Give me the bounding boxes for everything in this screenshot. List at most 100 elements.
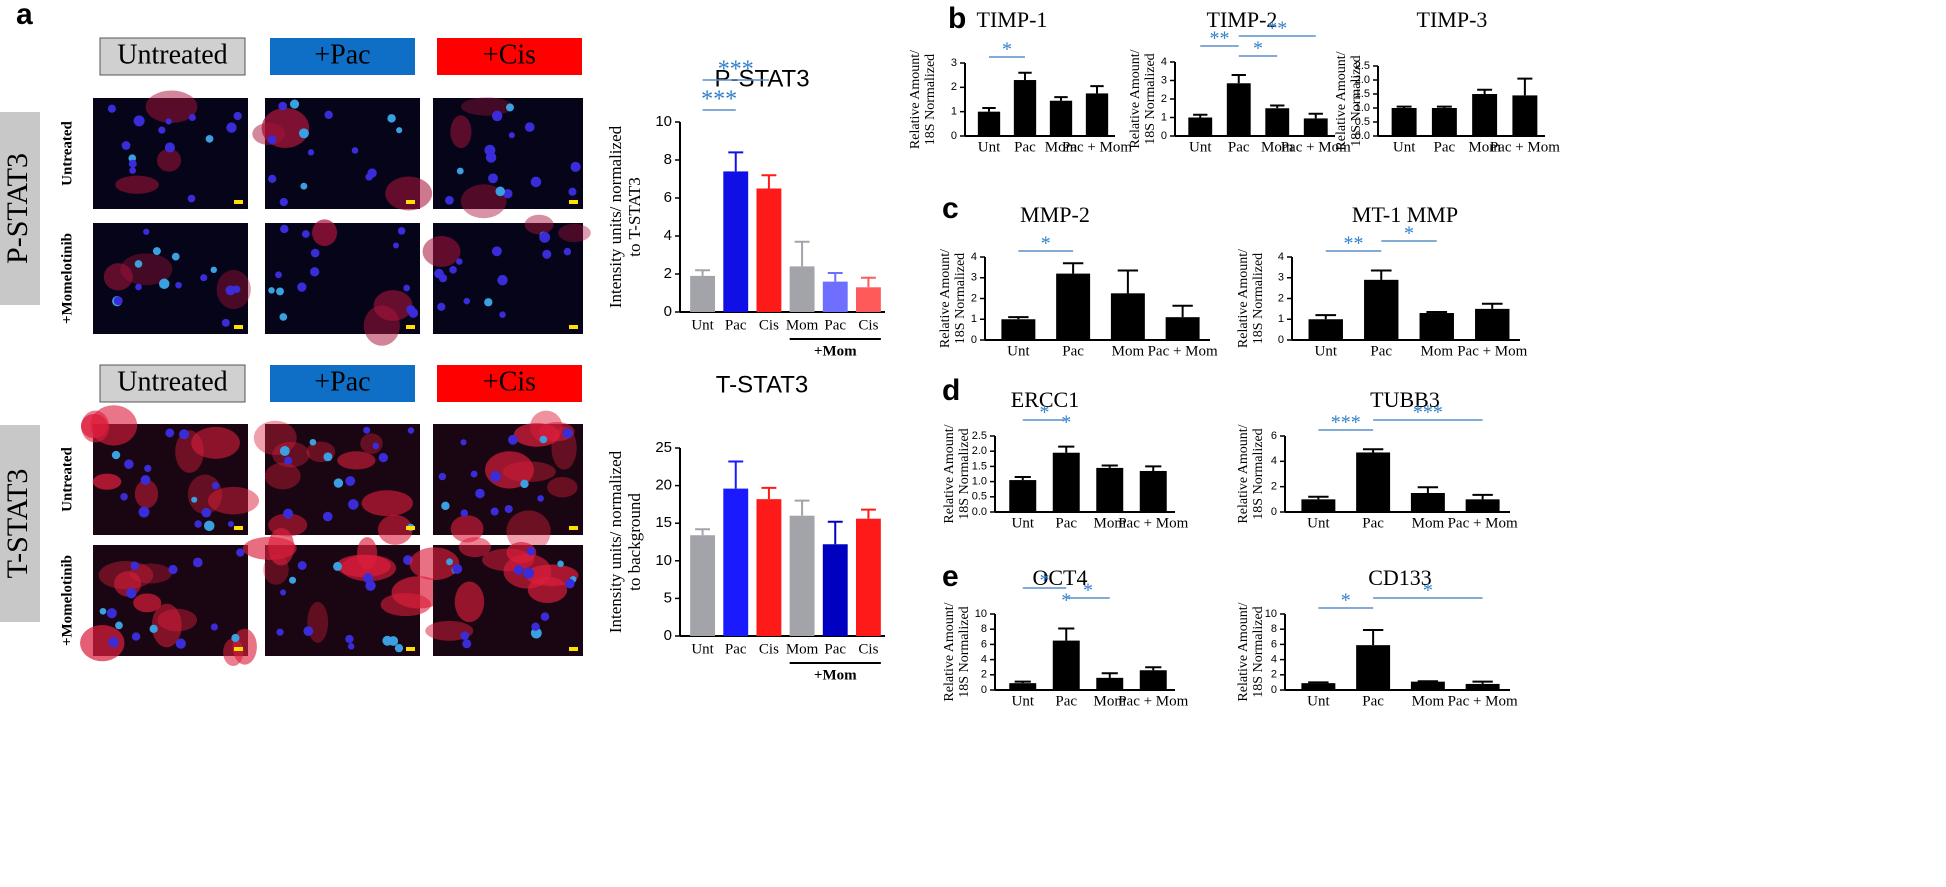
nucleus xyxy=(408,308,419,318)
nucleus xyxy=(227,521,234,528)
y-tick-label: 2 xyxy=(951,81,957,93)
nucleus xyxy=(523,567,535,579)
column-header: +Cis xyxy=(483,366,536,397)
nucleus xyxy=(268,287,275,294)
error-bar xyxy=(794,499,810,516)
scale-bar xyxy=(406,325,415,329)
nucleus xyxy=(135,283,142,291)
nucleus xyxy=(283,508,294,519)
cell-stain xyxy=(361,490,413,517)
x-tick-label: Unt xyxy=(1007,343,1030,359)
bar xyxy=(1356,452,1391,512)
y-tick-label: 2.0 xyxy=(1355,74,1370,86)
nucleus xyxy=(192,557,203,568)
y-tick-label: 1 xyxy=(1161,111,1167,123)
bar xyxy=(1475,308,1510,340)
nucleus xyxy=(497,274,508,286)
bar xyxy=(1465,683,1500,690)
y-tick-label: 4 xyxy=(971,251,977,263)
error-bar xyxy=(794,240,810,267)
y-axis-label: 18S Normalized xyxy=(1251,606,1266,697)
nucleus xyxy=(520,479,529,489)
y-tick-label: 4 xyxy=(1271,455,1277,467)
bar xyxy=(723,171,749,312)
nucleus xyxy=(403,284,411,292)
chart-title: P-STAT3 xyxy=(714,65,809,92)
y-tick-label: 3 xyxy=(971,272,977,284)
scale-bar xyxy=(569,647,578,651)
x-tick-label: Pac + Mom xyxy=(1118,693,1188,709)
nucleus xyxy=(437,302,446,311)
y-axis-label: 18S Normalized xyxy=(957,428,972,519)
panel-letter: d xyxy=(942,374,960,407)
error-bar xyxy=(860,276,876,288)
error-bar xyxy=(1362,628,1384,646)
error-bar xyxy=(1008,316,1029,320)
column-header: +Pac xyxy=(314,366,370,397)
nucleus xyxy=(121,141,131,150)
cell-stain xyxy=(156,148,182,172)
micrograph xyxy=(433,223,583,334)
nucleus xyxy=(194,520,202,528)
cell-stain xyxy=(422,236,461,267)
nucleus xyxy=(201,507,212,518)
cell-stain xyxy=(145,90,198,123)
x-tick-label: Pac + Mom xyxy=(1118,515,1188,531)
y-tick-label: 3 xyxy=(951,57,957,69)
chart-title: ERCC1 xyxy=(1011,387,1079,412)
y-tick-label: 10 xyxy=(655,552,672,569)
nucleus xyxy=(372,442,380,450)
significance-stars: *** xyxy=(718,57,754,83)
significance-stars: *** xyxy=(701,87,737,113)
nucleus xyxy=(149,624,158,634)
nucleus xyxy=(289,99,300,109)
stain-label: T-STAT3 xyxy=(1,469,34,579)
error-bar xyxy=(1477,88,1493,94)
x-tick-label: Pac xyxy=(1014,139,1036,155)
nucleus xyxy=(175,638,186,649)
nucleus xyxy=(557,560,564,568)
bar xyxy=(1419,313,1454,340)
x-tick-label: Pac xyxy=(824,641,846,657)
nucleus xyxy=(387,114,396,123)
x-tick-label: Pac xyxy=(725,317,747,333)
nucleus xyxy=(475,488,485,499)
y-tick-label: 1.0 xyxy=(972,476,987,488)
significance-stars: * xyxy=(1061,590,1071,612)
nucleus xyxy=(129,167,137,174)
bar xyxy=(822,544,848,636)
nucleus xyxy=(322,511,333,522)
y-axis-label: Relative Amount/ xyxy=(1334,51,1349,150)
column-header: Untreated xyxy=(117,39,227,70)
significance-stars: ** xyxy=(1210,28,1230,50)
significance-stars: * xyxy=(1061,412,1071,434)
y-tick-label: 1.0 xyxy=(1355,102,1370,114)
cell-stain xyxy=(360,433,383,454)
error-bar xyxy=(1426,310,1448,314)
nucleus xyxy=(280,224,289,234)
cell-stain xyxy=(458,537,491,558)
x-tick-label: Mom xyxy=(1420,343,1453,359)
y-axis-label: Relative Amount/ xyxy=(942,602,957,701)
nucleus xyxy=(460,509,469,517)
bar xyxy=(1009,480,1037,512)
cell-stain xyxy=(268,527,295,566)
nucleus xyxy=(456,167,464,175)
nucleus xyxy=(120,492,128,501)
nucleus xyxy=(231,633,240,643)
y-axis-label: Relative Amount/ xyxy=(1236,602,1251,701)
nucleus xyxy=(210,266,217,274)
error-bar xyxy=(1014,476,1031,481)
significance-stars: * xyxy=(1341,590,1351,612)
x-tick-label: Unt xyxy=(1012,693,1035,709)
nucleus xyxy=(503,189,513,199)
column-header: Untreated xyxy=(117,366,227,397)
nucleus xyxy=(99,607,107,615)
nucleus xyxy=(394,643,404,653)
nucleus xyxy=(396,127,403,134)
nucleus xyxy=(158,278,170,290)
nucleus xyxy=(107,104,116,113)
x-tick-label: Cis xyxy=(759,317,779,333)
nucleus xyxy=(143,228,150,235)
x-tick-label: Cis xyxy=(759,641,779,657)
